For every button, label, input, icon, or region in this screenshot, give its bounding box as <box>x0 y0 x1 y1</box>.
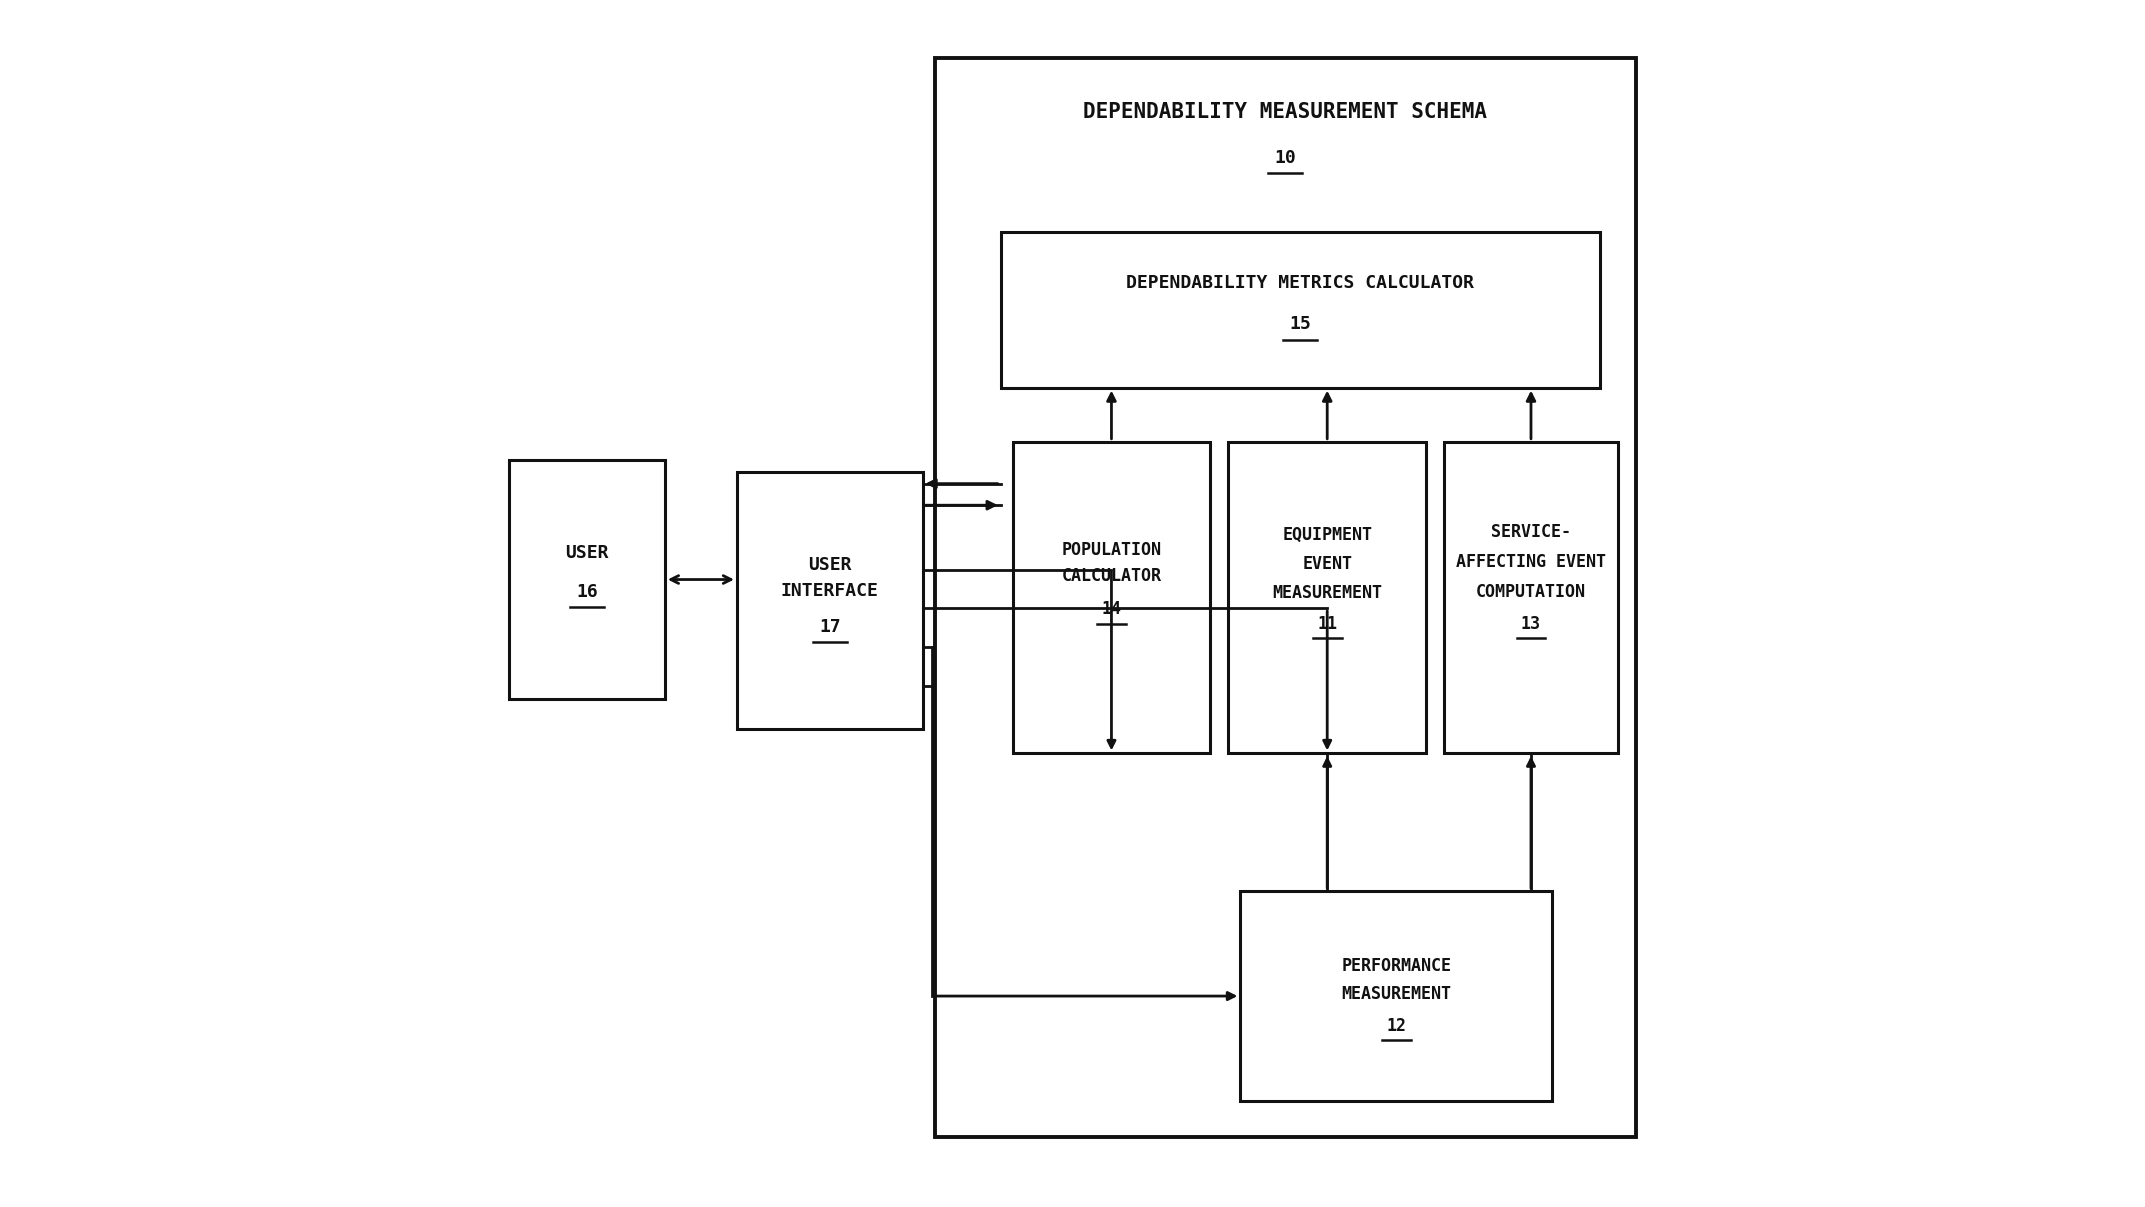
Bar <box>508 460 665 699</box>
Text: 17: 17 <box>819 618 841 636</box>
Bar <box>1229 442 1426 753</box>
Text: COMPUTATION: COMPUTATION <box>1476 583 1585 601</box>
Text: 13: 13 <box>1521 614 1540 632</box>
Text: POPULATION: POPULATION <box>1062 541 1160 559</box>
Text: 14: 14 <box>1100 601 1122 618</box>
Text: 12: 12 <box>1386 1018 1407 1036</box>
Text: USER: USER <box>566 544 609 562</box>
Text: SERVICE-: SERVICE- <box>1491 523 1570 541</box>
Text: DEPENDABILITY MEASUREMENT SCHEMA: DEPENDABILITY MEASUREMENT SCHEMA <box>1083 103 1486 122</box>
Text: 15: 15 <box>1289 315 1311 333</box>
Text: CALCULATOR: CALCULATOR <box>1062 567 1160 585</box>
Text: INTERFACE: INTERFACE <box>781 582 879 600</box>
Text: EQUIPMENT: EQUIPMENT <box>1283 526 1373 544</box>
Text: 11: 11 <box>1317 614 1336 632</box>
Text: MEASUREMENT: MEASUREMENT <box>1341 985 1452 1003</box>
Text: USER: USER <box>809 555 852 573</box>
Text: MEASUREMENT: MEASUREMENT <box>1272 584 1381 602</box>
Bar <box>1012 442 1210 753</box>
Bar <box>1240 891 1553 1101</box>
Text: 16: 16 <box>577 583 598 601</box>
Bar <box>1000 232 1600 387</box>
Bar <box>1444 442 1617 753</box>
Bar <box>935 58 1637 1137</box>
Text: AFFECTING EVENT: AFFECTING EVENT <box>1456 553 1607 571</box>
Text: DEPENDABILITY METRICS CALCULATOR: DEPENDABILITY METRICS CALCULATOR <box>1126 274 1474 292</box>
Text: 10: 10 <box>1274 148 1296 167</box>
Bar <box>738 472 922 729</box>
Text: PERFORMANCE: PERFORMANCE <box>1341 957 1452 975</box>
Text: EVENT: EVENT <box>1302 555 1351 573</box>
